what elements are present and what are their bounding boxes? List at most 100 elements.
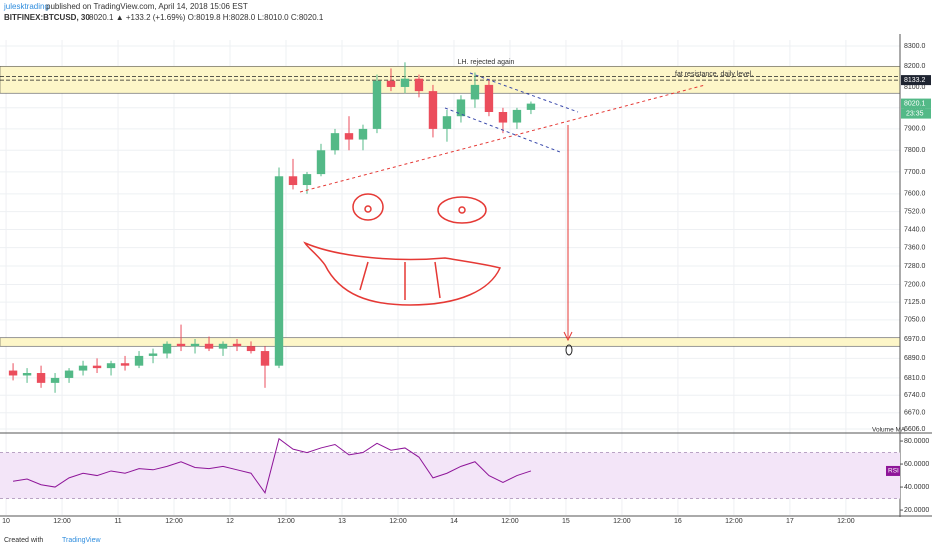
footer: Created with xyxy=(4,537,43,544)
y-tick-label: 8300.0 xyxy=(904,43,926,50)
candle-body xyxy=(330,133,340,151)
rsi-label-box xyxy=(886,465,900,476)
summary: 8020.1 ▲ +133.2 (+1.69%) O:8019.8 H:8028… xyxy=(89,13,324,22)
candle-body xyxy=(316,150,326,175)
rsi-band xyxy=(0,452,900,499)
rsi-tick-label: 20.0000 xyxy=(904,507,929,514)
y-tick-label: 8200.0 xyxy=(904,63,926,70)
arrow-head xyxy=(563,331,573,342)
candle-body xyxy=(344,133,354,140)
y-tick-label: 7440.0 xyxy=(904,226,926,233)
candle-body xyxy=(64,370,74,378)
subtitle: published on TradingView.com, April 14, … xyxy=(46,2,248,11)
pupil xyxy=(364,205,372,213)
candle-body xyxy=(484,84,494,112)
chart-title: BITFINEX:BTCUSD, 30 xyxy=(4,13,90,22)
candle-body xyxy=(50,377,60,383)
x-tick-label: 12:00 xyxy=(613,518,631,525)
y-tick-label: 6606.0 xyxy=(904,426,926,433)
candle-body xyxy=(162,343,172,354)
rsi-tick-label: 80.0000 xyxy=(904,438,929,445)
y-tick-label: 7280.0 xyxy=(904,263,926,270)
y-tick-label: 7125.0 xyxy=(904,299,926,306)
y-tick-label: 7050.0 xyxy=(904,317,926,324)
trendline xyxy=(299,84,706,193)
y-tick-label: 7360.0 xyxy=(904,245,926,252)
y-tick-label: 8100.0 xyxy=(904,84,926,91)
x-tick-label: 12:00 xyxy=(501,518,519,525)
candle-body xyxy=(498,111,508,123)
candle-body xyxy=(36,373,46,383)
candle-body xyxy=(120,363,130,366)
y-tick-label: 6740.0 xyxy=(904,392,926,399)
candle-body xyxy=(204,343,214,349)
y-tick-label: 7520.0 xyxy=(904,208,926,215)
channel-line xyxy=(444,107,561,153)
x-tick-label: 12:00 xyxy=(53,518,71,525)
candle-body xyxy=(428,91,438,129)
candle-body xyxy=(526,103,536,110)
y-tick-label: 7600.0 xyxy=(904,191,926,198)
y-tick-label: 6970.0 xyxy=(904,336,926,343)
x-tick-label: 16 xyxy=(674,518,682,525)
y-tick-label: 7200.0 xyxy=(904,281,926,288)
candle-body xyxy=(470,84,480,100)
candle-body xyxy=(176,343,186,347)
y-tick-label: 7700.0 xyxy=(904,169,926,176)
candle-body xyxy=(414,78,424,92)
candle-body xyxy=(302,174,312,186)
price-label-box xyxy=(901,75,931,86)
author[interactable]: julesktrading xyxy=(3,2,49,11)
eye xyxy=(437,196,487,224)
candle-body xyxy=(442,116,452,129)
candle-body xyxy=(92,365,102,369)
y-tick-label: 7800.0 xyxy=(904,147,926,154)
rsi-tick-label: 60.0000 xyxy=(904,461,929,468)
x-tick-label: 12:00 xyxy=(389,518,407,525)
candle-body xyxy=(78,365,88,371)
x-tick-label: 15 xyxy=(562,518,570,525)
x-tick-label: 12 xyxy=(226,518,234,525)
x-tick-label: 13 xyxy=(338,518,346,525)
candle-body xyxy=(372,80,382,129)
candle-body xyxy=(232,343,242,347)
mouth xyxy=(303,241,502,306)
plot: 8300.08200.08100.08000.07900.07800.07700… xyxy=(0,34,932,525)
x-tick-label: 14 xyxy=(450,518,458,525)
x-tick-label: 12:00 xyxy=(277,518,295,525)
candle-body xyxy=(456,99,466,117)
channel-line xyxy=(469,72,579,113)
price-label: 8020.1 xyxy=(904,100,926,107)
rsi-tick-label: 40.0000 xyxy=(904,484,929,491)
candle-body xyxy=(288,176,298,186)
price-label: 8133.2 xyxy=(904,77,926,84)
candle-body xyxy=(218,343,228,349)
candle-body xyxy=(134,355,144,366)
x-tick-label: 12:00 xyxy=(837,518,855,525)
rsi-line xyxy=(12,437,532,494)
footer-brand[interactable]: TradingView xyxy=(62,537,101,544)
x-tick-label: 12:00 xyxy=(165,518,183,525)
y-tick-label: 6670.0 xyxy=(904,410,926,417)
zone xyxy=(0,337,901,347)
y-tick-label: 6890.0 xyxy=(904,355,926,362)
annotation: LH. rejected again xyxy=(458,59,515,66)
drawings xyxy=(299,72,706,356)
countdown: 23:35 xyxy=(906,110,924,117)
eye xyxy=(352,193,384,221)
x-tick-label: 17 xyxy=(786,518,794,525)
y-tick-label: 7900.0 xyxy=(904,126,926,133)
candle-body xyxy=(8,370,18,376)
candle-body xyxy=(22,373,32,376)
icon xyxy=(565,344,573,356)
x-tick-label: 10 xyxy=(2,518,10,525)
price-label-box xyxy=(901,98,931,109)
candle-body xyxy=(386,80,396,87)
annotation: fat resistance, daily level. xyxy=(675,71,753,78)
y-tick-label: 6810.0 xyxy=(904,375,926,382)
rsi-name: RSI xyxy=(888,468,899,475)
candle-body xyxy=(274,176,284,366)
candle-body xyxy=(246,346,256,352)
candle-body xyxy=(400,78,410,87)
